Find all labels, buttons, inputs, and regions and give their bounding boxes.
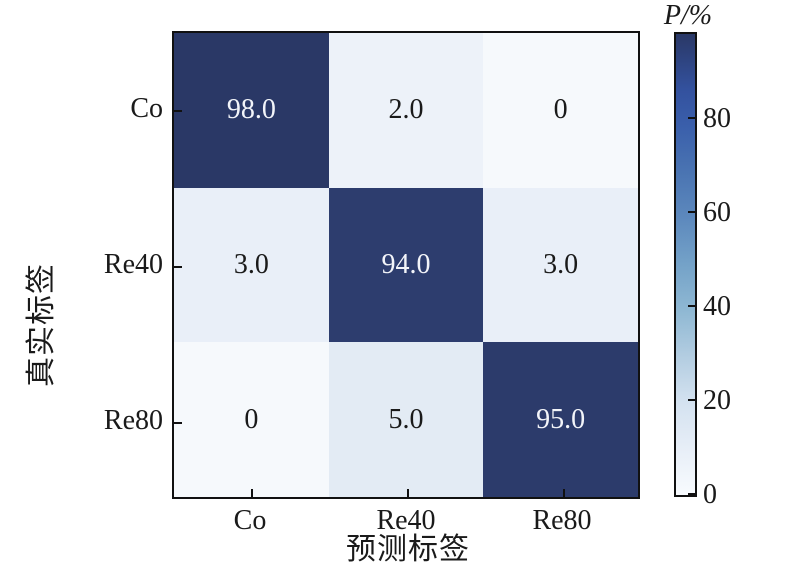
colorbar-tick-label: 80 — [703, 102, 731, 134]
x-axis-tick — [407, 489, 409, 497]
x-axis-tick — [563, 489, 565, 497]
colorbar-tick — [688, 398, 695, 401]
y-tick-label: Re40 — [103, 249, 163, 280]
cell-value: 0 — [244, 403, 259, 435]
heatmap-cell: 98.0 — [174, 33, 329, 188]
y-tick-label: Co — [130, 93, 163, 124]
colorbar-tick-label: 0 — [703, 479, 717, 510]
colorbar-tick-label: 60 — [703, 196, 731, 228]
cell-value: 0 — [553, 94, 568, 126]
heatmap-cell: 0 — [483, 33, 638, 188]
y-axis-tick — [174, 422, 182, 424]
cell-value: 3.0 — [233, 248, 269, 280]
heatmap-cell: 3.0 — [174, 187, 329, 343]
x-tick-label: Re40 — [376, 505, 436, 536]
cell-value: 2.0 — [388, 94, 424, 126]
heatmap-plot: 98.0 2.0 0 3.0 94.0 3.0 0 5.0 95.0 — [172, 31, 640, 499]
x-axis-tick — [251, 489, 253, 497]
heatmap-cell: 5.0 — [328, 342, 484, 497]
colorbar-tick-label: 40 — [703, 290, 731, 322]
heatmap-cell: 0 — [174, 342, 329, 497]
y-axis-tick — [174, 110, 182, 112]
cell-value: 98.0 — [226, 94, 276, 126]
colorbar-tick — [688, 493, 695, 495]
heatmap-cell: 94.0 — [328, 187, 484, 343]
cell-value: 5.0 — [388, 403, 424, 435]
x-axis-label: 预测标签 — [346, 533, 470, 566]
x-tick-label: Co — [233, 505, 267, 536]
colorbar-title: P/% — [663, 0, 713, 31]
cell-value: 94.0 — [381, 248, 431, 280]
cell-value: 95.0 — [536, 403, 586, 435]
heatmap-cell: 3.0 — [483, 187, 638, 343]
colorbar — [674, 32, 697, 497]
heatmap-cell: 2.0 — [328, 33, 484, 188]
heatmap-cell: 95.0 — [483, 342, 638, 497]
y-axis-tick — [174, 266, 182, 268]
colorbar-tick-label: 20 — [703, 384, 731, 416]
colorbar-tick — [688, 210, 695, 213]
x-tick-label: Re80 — [532, 505, 592, 536]
colorbar-tick — [688, 304, 695, 307]
colorbar-tick — [688, 116, 695, 119]
y-tick-label: Re80 — [103, 405, 163, 436]
cell-value: 3.0 — [543, 248, 579, 280]
